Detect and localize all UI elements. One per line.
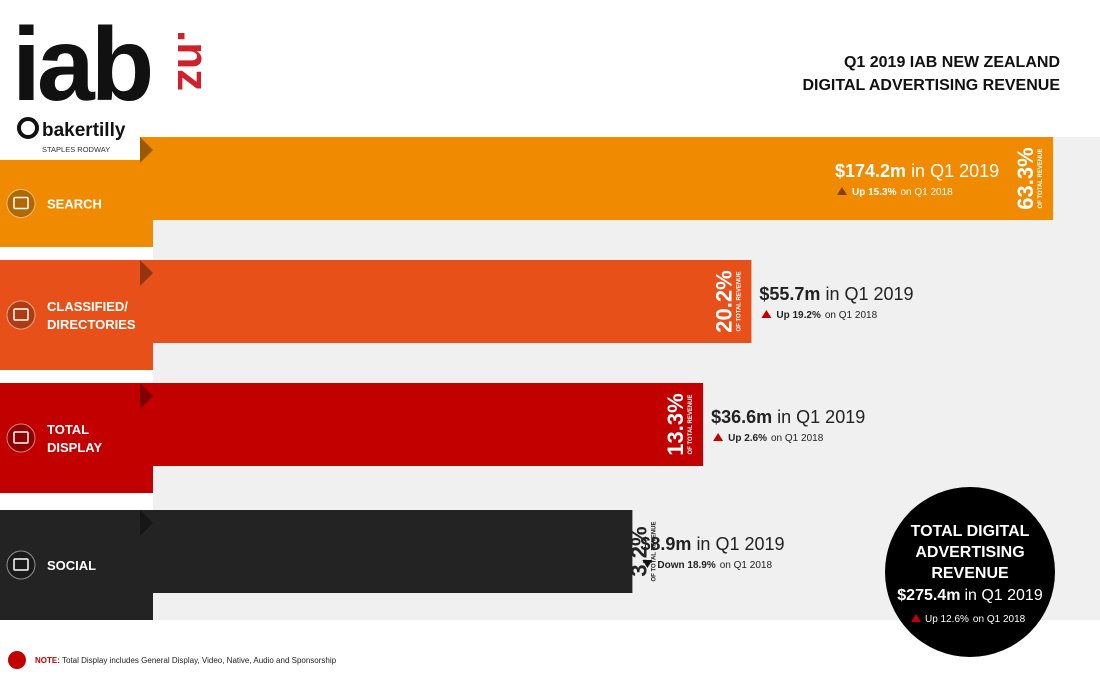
- change-label: Up 15.3% on Q1 2018: [852, 187, 953, 198]
- change-value: Up 2.6%: [728, 433, 767, 444]
- logo-main: iab: [12, 7, 151, 123]
- total-title: TOTAL DIGITAL: [911, 523, 1030, 540]
- category-icon: [6, 300, 36, 330]
- partner-icon: [17, 117, 39, 139]
- category-tab: [0, 510, 153, 620]
- bar: [140, 137, 1054, 220]
- share-caption: OF TOTAL REVENUE: [651, 521, 657, 581]
- revenue-label: $55.7m in Q1 2019: [759, 284, 913, 304]
- share-label-group: 20.2% OF TOTAL REVENUE: [711, 270, 742, 332]
- note-icon: [8, 651, 26, 669]
- change-comparison: on Q1 2018: [900, 187, 953, 198]
- change-label: Up 2.6% on Q1 2018: [728, 433, 824, 444]
- category-label: SEARCH: [47, 197, 102, 212]
- share-caption: OF TOTAL REVENUE: [688, 394, 694, 454]
- revenue-value: $8.9m: [640, 534, 691, 554]
- change-label: Up 19.2% on Q1 2018: [776, 310, 877, 321]
- bar: [140, 383, 704, 466]
- bar-notch: [140, 260, 153, 286]
- change-value: Down 18.9%: [657, 560, 715, 571]
- change-comparison: on Q1 2018: [771, 433, 824, 444]
- bar-notch: [140, 137, 153, 163]
- revenue-period: in Q1 2019: [911, 161, 999, 181]
- share-label-group: 13.3% OF TOTAL REVENUE: [663, 393, 694, 455]
- total-change-arrow: [911, 614, 921, 622]
- share-label: 63.3%: [1013, 147, 1038, 209]
- category-icon: [6, 423, 36, 453]
- partner-sub: STAPLES RODWAY: [42, 145, 110, 154]
- revenue-period: in Q1 2019: [825, 284, 913, 304]
- total-value: $275.4m: [897, 587, 960, 604]
- revenue-label: $174.2m in Q1 2019: [835, 161, 999, 181]
- category-label: CLASSIFIED/: [47, 299, 128, 314]
- total-change-value: Up 12.6%: [925, 614, 969, 625]
- bar: [140, 510, 633, 593]
- revenue-period: in Q1 2019: [777, 407, 865, 427]
- category-tab: [0, 383, 153, 493]
- revenue-value: $55.7m: [759, 284, 820, 304]
- category-label: SOCIAL: [47, 558, 96, 573]
- change-arrow: [642, 560, 653, 568]
- category-icon-glyph: [13, 196, 29, 210]
- change-arrow: [713, 433, 724, 441]
- category-label: TOTAL: [47, 422, 89, 437]
- total-circle: [885, 487, 1055, 657]
- category-tab: [0, 260, 153, 370]
- category-icon-glyph: [13, 558, 29, 571]
- change-arrow: [761, 310, 772, 318]
- share-caption: OF TOTAL REVENUE: [736, 271, 742, 331]
- logo-suffix: .nz: [168, 30, 217, 91]
- total-revenue: $275.4m in Q1 2019: [897, 587, 1043, 604]
- bar-notch: [140, 510, 153, 536]
- title-line: Q1 2019 IAB NEW ZEALAND: [844, 54, 1060, 71]
- revenue-label: $8.9m in Q1 2019: [640, 534, 784, 554]
- category-icon-glyph: [13, 308, 29, 321]
- revenue-period: in Q1 2019: [696, 534, 784, 554]
- total-change: Up 12.6% on Q1 2018: [925, 614, 1026, 625]
- note-text: Total Display includes General Display, …: [62, 656, 337, 665]
- revenue-value: $36.6m: [711, 407, 772, 427]
- share-label: 13.3%: [663, 393, 688, 455]
- total-title: ADVERTISING: [915, 544, 1024, 561]
- category-label: DIRECTORIES: [47, 317, 136, 332]
- revenue-value: $174.2m: [835, 161, 906, 181]
- revenue-label: $36.6m in Q1 2019: [711, 407, 865, 427]
- share-label: 3.2%: [626, 526, 651, 576]
- change-value: Up 19.2%: [776, 310, 821, 321]
- share-caption: OF TOTAL REVENUE: [1038, 148, 1044, 208]
- partner-name: bakertilly: [42, 120, 126, 141]
- change-label: Down 18.9% on Q1 2018: [657, 560, 772, 571]
- share-label-group: 63.3% OF TOTAL REVENUE: [1013, 147, 1044, 209]
- title-line: DIGITAL ADVERTISING REVENUE: [802, 77, 1060, 94]
- share-label-group: 3.2% OF TOTAL REVENUE: [626, 521, 657, 581]
- change-value: Up 15.3%: [852, 187, 897, 198]
- category-icon: [6, 189, 36, 218]
- category-icon-glyph: [13, 431, 29, 444]
- change-comparison: on Q1 2018: [720, 560, 773, 571]
- share-label: 20.2%: [711, 270, 736, 332]
- category-tab: [0, 160, 153, 247]
- total-change-comparison: on Q1 2018: [973, 614, 1026, 625]
- category-icon: [6, 550, 36, 580]
- category-label: DISPLAY: [47, 440, 102, 455]
- change-comparison: on Q1 2018: [825, 310, 878, 321]
- total-period: in Q1 2019: [964, 587, 1042, 604]
- note-label: NOTE:: [35, 656, 60, 665]
- bar-notch: [140, 383, 153, 409]
- bar: [140, 260, 752, 343]
- change-arrow: [837, 187, 847, 195]
- total-title: REVENUE: [931, 565, 1009, 582]
